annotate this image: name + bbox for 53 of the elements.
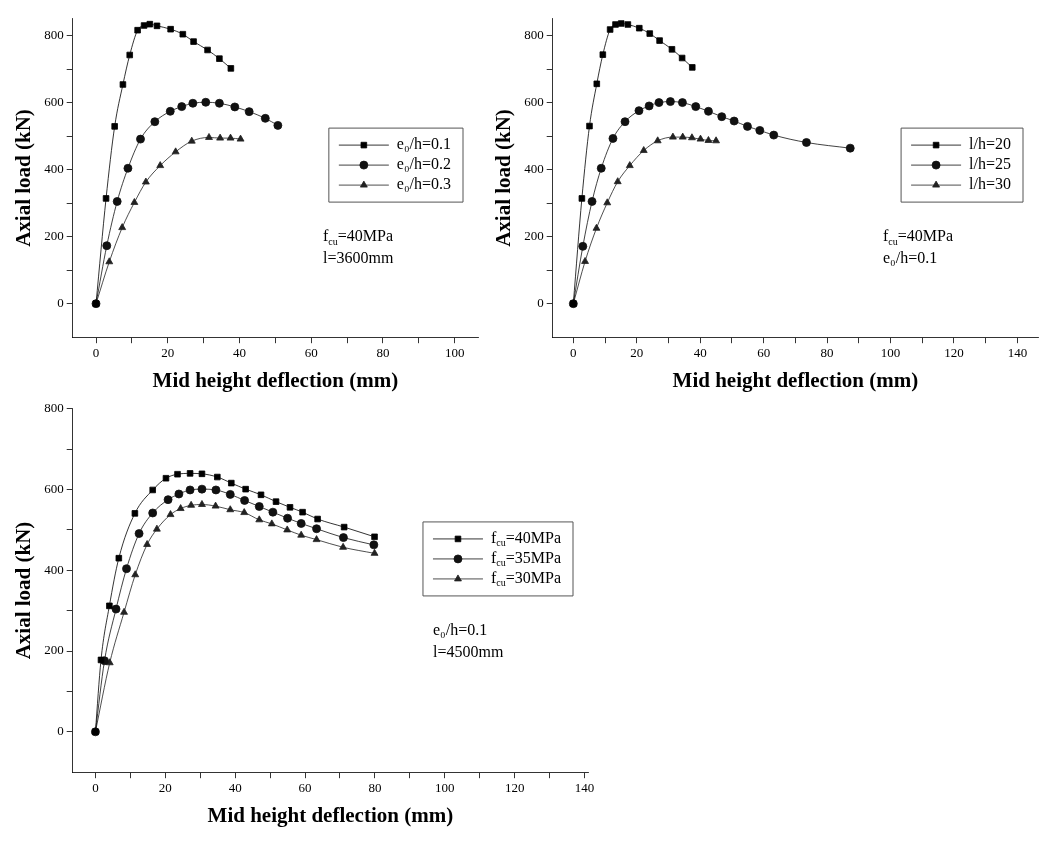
x-tick-label: 60 [298,780,312,796]
x-tick-label: 60 [304,345,318,361]
x-tick-label: 140 [1007,345,1028,361]
x-tick-label: 40 [232,345,246,361]
y-tick-label: 0 [537,295,544,311]
annotation: l=4500mm [433,643,504,661]
x-tick-label: 0 [92,780,99,796]
annotation: e₀/h=0.1 [883,249,938,267]
y-tick-label: 0 [57,723,64,739]
y-tick-label: 200 [44,228,64,244]
y-tick-label: 400 [524,161,544,177]
annotation: e₀/h=0.1 [433,621,488,639]
y-axis-title: Axial load (kN) [11,521,36,660]
y-tick-label: 600 [44,480,64,496]
legend-label: e₀/h=0.3 [396,175,452,193]
legend-label: e₀/h=0.1 [396,135,452,153]
x-tick-label: 40 [693,345,707,361]
legend-label: e₀/h=0.2 [396,155,452,173]
y-tick-label: 200 [44,642,64,658]
x-tick-label: 120 [944,345,964,361]
x-tick-label: 40 [228,780,242,796]
x-tick-label: 80 [376,345,390,361]
x-tick-label: 0 [92,345,100,361]
x-tick-label: 20 [630,345,644,361]
x-tick-label: 140 [574,780,595,796]
y-tick-label: 400 [44,161,64,177]
y-axis-title: Axial load (kN) [11,109,36,247]
x-axis-title: Mid height deflection (mm) [152,367,399,392]
y-tick-label: 600 [524,94,544,110]
x-tick-label: 80 [820,345,834,361]
x-tick-label: 80 [368,780,382,796]
x-tick-label: 0 [570,345,577,361]
x-axis-title: Mid height deflection (mm) [672,367,919,392]
y-tick-label: 400 [44,561,64,577]
x-tick-label: 100 [880,345,901,361]
x-tick-label: 100 [444,345,465,361]
y-tick-label: 800 [44,400,64,416]
x-axis-title: Mid height deflection (mm) [207,802,454,827]
legend-label: l/h=30 [969,175,1012,193]
y-tick-label: 600 [44,94,64,110]
x-tick-label: 20 [158,780,172,796]
y-tick-label: 200 [524,228,544,244]
legend-label: l/h=25 [969,155,1012,173]
x-tick-label: 20 [161,345,175,361]
x-tick-label: 100 [435,780,455,796]
y-axis-title: Axial load (kN) [491,109,516,247]
y-tick-label: 800 [44,26,64,42]
y-tick-label: 0 [57,295,64,311]
x-tick-label: 60 [757,345,771,361]
legend-label: l/h=20 [969,135,1012,153]
y-tick-label: 800 [524,26,544,42]
annotation: l=3600mm [323,249,394,267]
x-tick-label: 120 [504,780,525,796]
